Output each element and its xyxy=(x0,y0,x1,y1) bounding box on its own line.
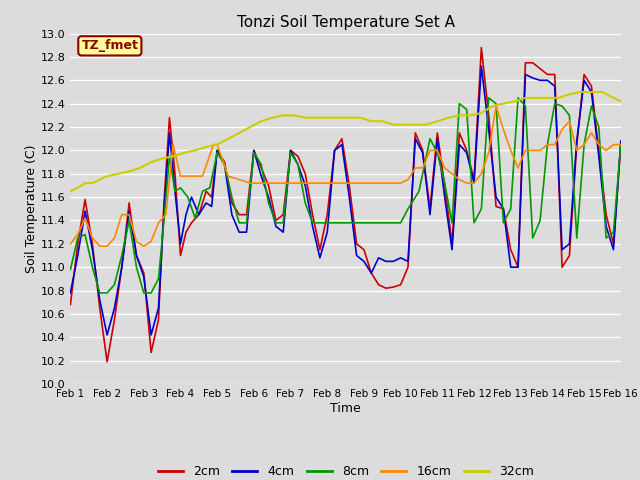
Text: TZ_fmet: TZ_fmet xyxy=(81,39,138,52)
8cm xyxy=(243,220,250,226)
2cm xyxy=(463,147,470,153)
8cm xyxy=(96,290,104,296)
32cm xyxy=(412,122,419,128)
16cm xyxy=(617,142,625,147)
Y-axis label: Soil Temperature (C): Soil Temperature (C) xyxy=(25,144,38,273)
4cm xyxy=(346,194,353,200)
4cm xyxy=(67,290,74,296)
2cm xyxy=(243,212,250,217)
8cm xyxy=(184,194,191,200)
32cm xyxy=(488,103,496,109)
32cm xyxy=(67,188,74,194)
2cm xyxy=(617,142,625,147)
32cm xyxy=(617,98,625,104)
2cm xyxy=(477,45,485,50)
16cm xyxy=(397,180,404,186)
32cm xyxy=(378,119,386,124)
16cm xyxy=(558,127,566,132)
4cm xyxy=(617,138,625,144)
4cm xyxy=(301,182,309,188)
4cm xyxy=(103,332,111,338)
16cm xyxy=(198,173,206,179)
16cm xyxy=(96,243,104,249)
16cm xyxy=(67,241,74,247)
32cm xyxy=(390,122,397,128)
16cm xyxy=(320,180,328,186)
4cm xyxy=(166,130,173,136)
8cm xyxy=(580,142,588,147)
2cm xyxy=(111,317,118,323)
2cm xyxy=(301,171,309,177)
X-axis label: Time: Time xyxy=(330,402,361,415)
8cm xyxy=(382,220,390,226)
8cm xyxy=(177,185,184,191)
2cm xyxy=(346,182,353,188)
2cm xyxy=(67,302,74,308)
16cm xyxy=(492,103,500,109)
Line: 16cm: 16cm xyxy=(70,106,621,246)
32cm xyxy=(577,89,584,95)
8cm xyxy=(617,142,625,147)
4cm xyxy=(243,229,250,235)
Legend: 2cm, 4cm, 8cm, 16cm, 32cm: 2cm, 4cm, 8cm, 16cm, 32cm xyxy=(153,460,538,480)
16cm xyxy=(246,180,254,186)
Title: Tonzi Soil Temperature Set A: Tonzi Soil Temperature Set A xyxy=(237,15,454,30)
Line: 4cm: 4cm xyxy=(70,66,621,335)
4cm xyxy=(477,63,485,69)
2cm xyxy=(103,359,111,365)
32cm xyxy=(555,95,563,101)
4cm xyxy=(111,305,118,311)
32cm xyxy=(202,144,210,150)
8cm xyxy=(371,220,379,226)
Line: 8cm: 8cm xyxy=(70,98,621,293)
4cm xyxy=(463,150,470,156)
Line: 2cm: 2cm xyxy=(70,48,621,362)
8cm xyxy=(485,95,493,101)
16cm xyxy=(140,243,148,249)
Line: 32cm: 32cm xyxy=(70,92,621,191)
2cm xyxy=(166,115,173,120)
8cm xyxy=(67,267,74,273)
